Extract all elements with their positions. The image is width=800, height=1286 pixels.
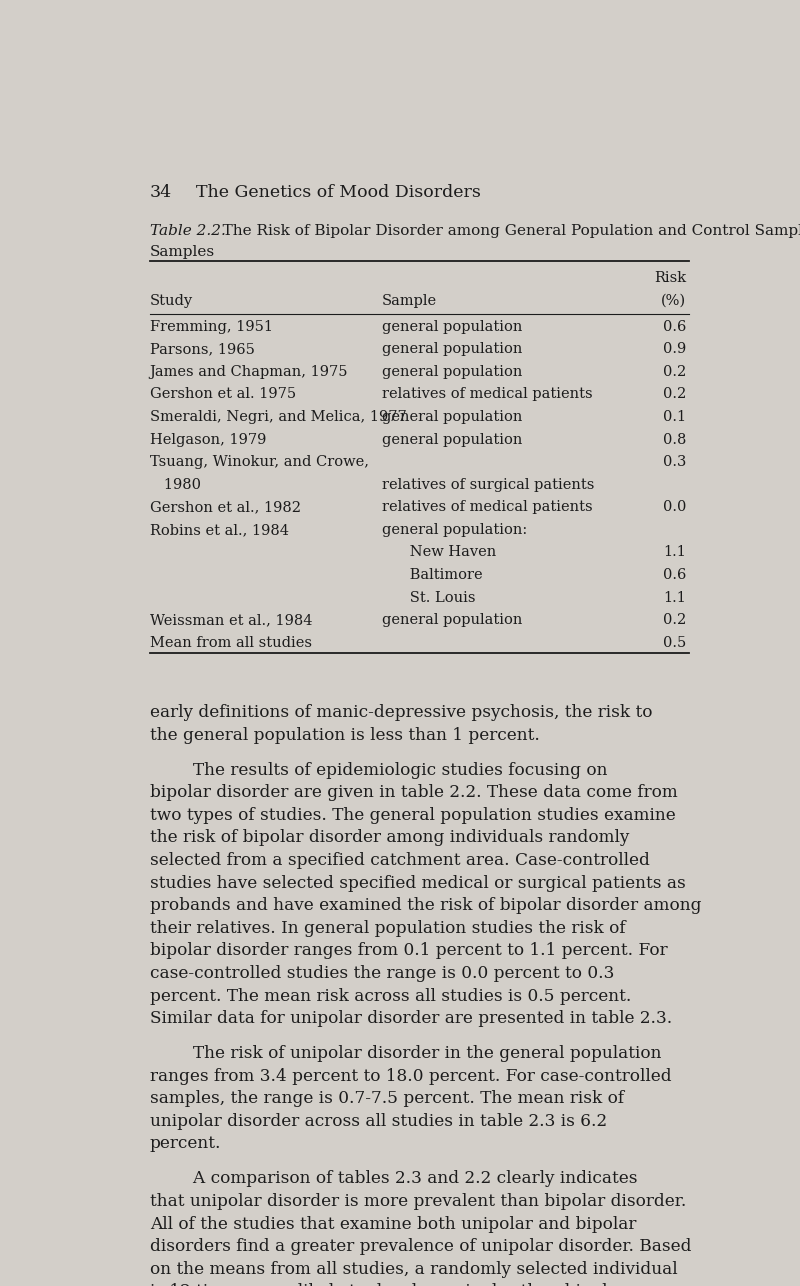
Text: general population: general population <box>382 342 522 356</box>
Text: Similar data for unipolar disorder are presented in table 2.3.: Similar data for unipolar disorder are p… <box>150 1010 672 1028</box>
Text: 0.8: 0.8 <box>662 432 686 446</box>
Text: James and Chapman, 1975: James and Chapman, 1975 <box>150 365 348 379</box>
Text: bipolar disorder are given in table 2.2. These data come from: bipolar disorder are given in table 2.2.… <box>150 784 678 801</box>
Text: 1.1: 1.1 <box>663 590 686 604</box>
Text: 0.5: 0.5 <box>662 635 686 649</box>
Text: unipolar disorder across all studies in table 2.3 is 6.2: unipolar disorder across all studies in … <box>150 1112 606 1130</box>
Text: Fremming, 1951: Fremming, 1951 <box>150 320 273 333</box>
Text: Table 2.2.: Table 2.2. <box>150 224 226 238</box>
Text: percent.: percent. <box>150 1136 221 1152</box>
Text: is 12 times more likely to develop unipolar than bipolar: is 12 times more likely to develop unipo… <box>150 1283 626 1286</box>
Text: general population: general population <box>382 432 522 446</box>
Text: bipolar disorder ranges from 0.1 percent to 1.1 percent. For: bipolar disorder ranges from 0.1 percent… <box>150 943 667 959</box>
Text: Mean from all studies: Mean from all studies <box>150 635 312 649</box>
Text: 0.0: 0.0 <box>662 500 686 514</box>
Text: Robins et al., 1984: Robins et al., 1984 <box>150 523 289 536</box>
Text: two types of studies. The general population studies examine: two types of studies. The general popula… <box>150 806 675 824</box>
Text: The Genetics of Mood Disorders: The Genetics of Mood Disorders <box>196 184 481 201</box>
Text: studies have selected specified medical or surgical patients as: studies have selected specified medical … <box>150 874 686 891</box>
Text: the risk of bipolar disorder among individuals randomly: the risk of bipolar disorder among indiv… <box>150 829 629 846</box>
Text: All of the studies that examine both unipolar and bipolar: All of the studies that examine both uni… <box>150 1215 636 1232</box>
Text: Gershon et al. 1975: Gershon et al. 1975 <box>150 387 296 401</box>
Text: Smeraldi, Negri, and Melica, 1977: Smeraldi, Negri, and Melica, 1977 <box>150 410 406 424</box>
Text: Parsons, 1965: Parsons, 1965 <box>150 342 254 356</box>
Text: 0.2: 0.2 <box>662 387 686 401</box>
Text: 0.1: 0.1 <box>662 410 686 424</box>
Text: 0.3: 0.3 <box>662 455 686 469</box>
Text: that unipolar disorder is more prevalent than bipolar disorder.: that unipolar disorder is more prevalent… <box>150 1193 686 1210</box>
Text: Study: Study <box>150 294 193 307</box>
Text: Risk: Risk <box>654 271 686 285</box>
Text: 0.9: 0.9 <box>662 342 686 356</box>
Text: selected from a specified catchment area. Case-controlled: selected from a specified catchment area… <box>150 853 650 869</box>
Text: the general population is less than 1 percent.: the general population is less than 1 pe… <box>150 727 539 743</box>
Text: The risk of unipolar disorder in the general population: The risk of unipolar disorder in the gen… <box>150 1046 661 1062</box>
Text: 0.6: 0.6 <box>662 320 686 333</box>
Text: 1980: 1980 <box>150 477 201 491</box>
Text: 0.2: 0.2 <box>662 365 686 379</box>
Text: The Risk of Bipolar Disorder among General Population and Control Samples: The Risk of Bipolar Disorder among Gener… <box>208 224 800 238</box>
Text: samples, the range is 0.7-7.5 percent. The mean risk of: samples, the range is 0.7-7.5 percent. T… <box>150 1091 624 1107</box>
Text: 0.2: 0.2 <box>662 613 686 628</box>
Text: percent. The mean risk across all studies is 0.5 percent.: percent. The mean risk across all studie… <box>150 988 631 1004</box>
Text: Weissman et al., 1984: Weissman et al., 1984 <box>150 613 312 628</box>
Text: St. Louis: St. Louis <box>382 590 475 604</box>
Text: 34: 34 <box>150 184 172 201</box>
Text: A comparison of tables 2.3 and 2.2 clearly indicates: A comparison of tables 2.3 and 2.2 clear… <box>150 1170 637 1187</box>
Text: their relatives. In general population studies the risk of: their relatives. In general population s… <box>150 919 626 936</box>
Text: relatives of medical patients: relatives of medical patients <box>382 500 593 514</box>
Text: general population: general population <box>382 613 522 628</box>
Text: Tsuang, Winokur, and Crowe,: Tsuang, Winokur, and Crowe, <box>150 455 369 469</box>
Text: (%): (%) <box>661 294 686 307</box>
Text: 0.6: 0.6 <box>662 568 686 583</box>
Text: disorders find a greater prevalence of unipolar disorder. Based: disorders find a greater prevalence of u… <box>150 1238 691 1255</box>
Text: Gershon et al., 1982: Gershon et al., 1982 <box>150 500 301 514</box>
Text: 1.1: 1.1 <box>663 545 686 559</box>
Text: ranges from 3.4 percent to 18.0 percent. For case-controlled: ranges from 3.4 percent to 18.0 percent.… <box>150 1067 671 1084</box>
Text: general population:: general population: <box>382 523 527 536</box>
Text: probands and have examined the risk of bipolar disorder among: probands and have examined the risk of b… <box>150 898 701 914</box>
Text: general population: general population <box>382 410 522 424</box>
Text: Baltimore: Baltimore <box>382 568 482 583</box>
Text: relatives of medical patients: relatives of medical patients <box>382 387 593 401</box>
Text: early definitions of manic-depressive psychosis, the risk to: early definitions of manic-depressive ps… <box>150 705 652 721</box>
Text: The results of epidemiologic studies focusing on: The results of epidemiologic studies foc… <box>150 761 607 779</box>
Text: relatives of surgical patients: relatives of surgical patients <box>382 477 594 491</box>
Text: on the means from all studies, a randomly selected individual: on the means from all studies, a randoml… <box>150 1260 678 1278</box>
Text: Samples: Samples <box>150 244 214 258</box>
Text: general population: general population <box>382 320 522 333</box>
Text: case-controlled studies the range is 0.0 percent to 0.3: case-controlled studies the range is 0.0… <box>150 964 614 983</box>
Text: Helgason, 1979: Helgason, 1979 <box>150 432 266 446</box>
Text: New Haven: New Haven <box>382 545 496 559</box>
Text: general population: general population <box>382 365 522 379</box>
Text: Sample: Sample <box>382 294 438 307</box>
